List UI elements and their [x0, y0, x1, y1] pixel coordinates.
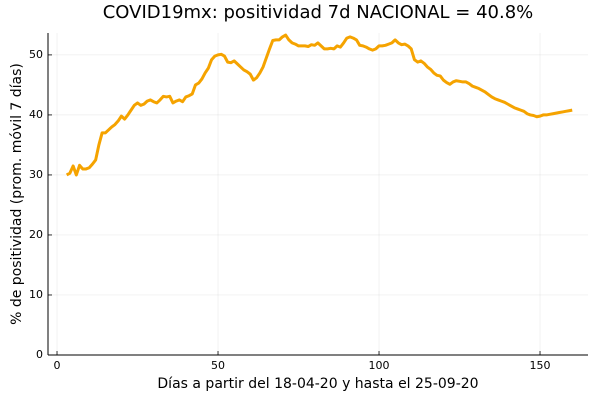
x-axis-label: Días a partir del 18-04-20 y hasta el 25… — [157, 376, 478, 392]
y-tick-label: 20 — [29, 228, 43, 241]
y-tick-label: 50 — [29, 48, 43, 61]
y-tick-label: 30 — [29, 168, 43, 181]
chart-title: COVID19mx: positividad 7d NACIONAL = 40.… — [103, 2, 534, 23]
x-tick-label: 50 — [211, 359, 225, 372]
y-axis-label: % de positividad (prom. móvil 7 días) — [9, 63, 25, 325]
y-tick-label: 40 — [29, 108, 43, 121]
x-tick-label: 0 — [54, 359, 61, 372]
data-line — [65, 33, 573, 177]
x-tick-label: 150 — [530, 359, 551, 372]
y-tick-label: 10 — [29, 288, 43, 301]
y-tick-label: 0 — [36, 348, 43, 361]
x-tick-label: 100 — [369, 359, 390, 372]
